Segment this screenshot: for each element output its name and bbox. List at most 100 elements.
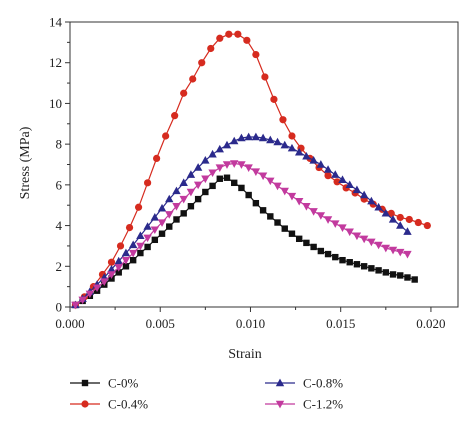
data-point [173,216,180,223]
data-point [215,144,224,153]
data-point [158,230,166,237]
data-point [223,174,231,181]
y-tick-label: 8 [56,137,63,152]
x-tick-label: 0.020 [416,316,445,331]
legend-marker [275,400,285,409]
data-point [231,179,238,187]
data-point [287,143,297,152]
data-point [423,221,431,230]
data-point [129,256,137,264]
x-axis-label: Strain [228,347,261,362]
data-point [186,188,196,197]
data-point [375,267,382,274]
series-2 [71,132,412,309]
data-point [157,203,167,212]
data-point [201,175,210,184]
data-point [295,235,303,243]
data-point [144,179,152,187]
y-tick-label: 0 [56,300,63,315]
data-point [243,36,251,44]
data-point [316,160,326,168]
data-point [316,212,326,220]
data-point [179,178,188,187]
data-point [198,59,206,67]
data-point [121,256,131,265]
data-point [157,219,167,227]
series-layer [71,30,431,310]
data-point [85,290,95,299]
y-tick-label: 10 [49,96,62,111]
data-point [78,296,87,305]
data-point [116,242,125,250]
data-point [368,265,375,272]
data-point [114,256,123,265]
data-point [187,203,195,210]
data-point [404,274,411,281]
data-point [403,250,412,259]
data-point [194,195,202,203]
data-point [153,154,161,162]
data-point [333,178,341,186]
data-point [150,213,160,221]
data-point [388,246,398,255]
data-point [136,242,145,251]
data-point [359,190,369,199]
data-point [273,137,282,146]
data-point [172,186,181,195]
data-point [274,219,281,226]
data-point [411,276,418,283]
data-point [216,175,223,182]
data-point [367,238,376,247]
data-point [270,95,278,103]
data-point [201,156,210,164]
data-point [165,194,174,203]
data-point [121,248,131,257]
data-point [107,271,116,279]
data-point [310,243,317,251]
data-point [100,278,109,286]
data-point [266,177,275,186]
legend-item: C-1.2% [265,397,343,412]
data-point [309,156,318,164]
data-point [150,226,160,235]
data-point [71,301,80,310]
legend-marker [275,378,285,387]
data-point [389,271,397,278]
legend-item: C-0% [70,376,139,391]
data-point [280,187,289,196]
data-point [332,253,339,261]
data-point [388,215,398,223]
data-point [189,75,197,83]
data-point [352,185,362,194]
data-point [180,89,188,97]
data-point [396,213,404,222]
data-point [288,230,296,237]
data-point [166,223,173,230]
data-point [222,140,232,149]
data-point [331,170,340,178]
data-point [193,163,203,171]
data-point [396,248,405,257]
data-point [122,263,130,270]
data-point [193,181,203,190]
data-point [360,263,368,270]
data-point [382,269,390,276]
data-point [251,168,261,177]
data-point [237,133,246,142]
data-point [237,161,246,169]
data-point [346,259,353,266]
data-point [151,236,159,244]
x-tick-label: 0.015 [326,316,355,331]
legend: C-0% C-0.8% C-0.4% C-1.2% [70,376,343,412]
y-tick-label: 12 [49,55,62,70]
data-point [143,234,152,243]
data-point [288,132,296,140]
data-point [165,211,174,219]
data-point [331,220,340,228]
data-point [381,244,391,253]
data-point [125,224,134,232]
data-point [238,184,245,192]
data-point [323,216,333,224]
data-point [381,208,391,217]
data-point [266,135,275,144]
